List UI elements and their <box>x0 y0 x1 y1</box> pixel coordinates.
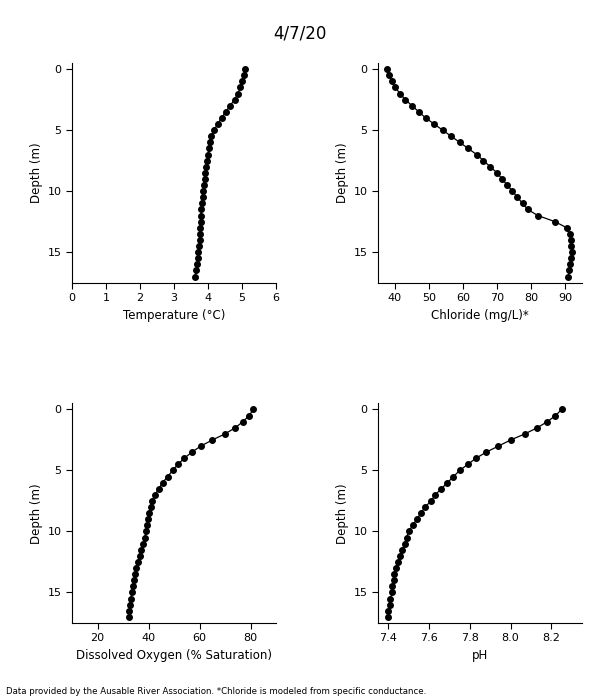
Text: 4/7/20: 4/7/20 <box>274 25 326 43</box>
Y-axis label: Depth (m): Depth (m) <box>31 483 43 543</box>
Y-axis label: Depth (m): Depth (m) <box>337 483 349 543</box>
Text: Data provided by the Ausable River Association. *Chloride is modeled from specif: Data provided by the Ausable River Assoc… <box>6 687 426 696</box>
Y-axis label: Depth (m): Depth (m) <box>31 143 43 203</box>
X-axis label: Chloride (mg/L)*: Chloride (mg/L)* <box>431 309 529 321</box>
Y-axis label: Depth (m): Depth (m) <box>337 143 349 203</box>
X-axis label: Temperature (°C): Temperature (°C) <box>123 309 225 321</box>
X-axis label: pH: pH <box>472 649 488 662</box>
X-axis label: Dissolved Oxygen (% Saturation): Dissolved Oxygen (% Saturation) <box>76 649 272 662</box>
